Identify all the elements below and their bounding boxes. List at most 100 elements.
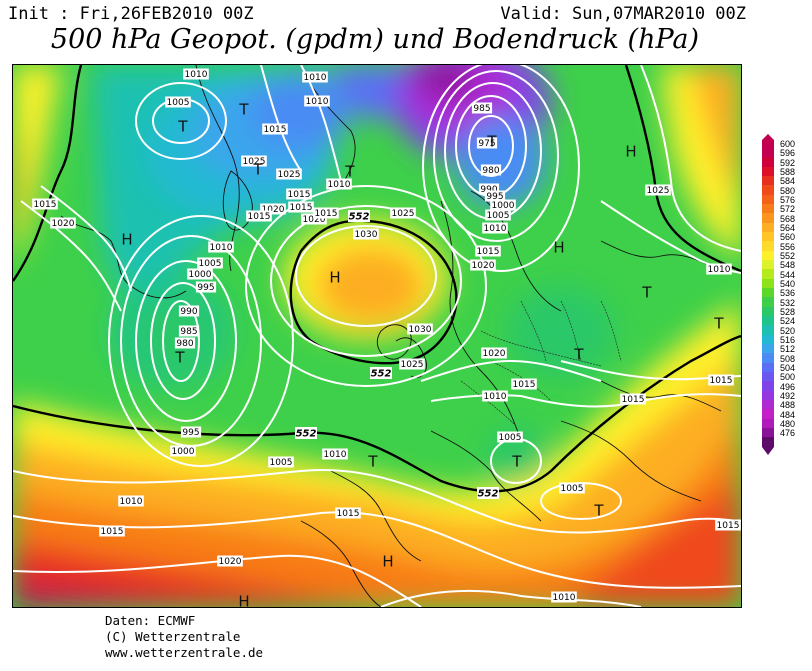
colorbar-cell (762, 185, 774, 195)
svg-text:1010: 1010 (304, 73, 327, 83)
colorbar-cell (762, 231, 774, 242)
colorbar-cell (762, 222, 774, 232)
isobar-label: 985 (178, 325, 200, 337)
svg-text:T: T (252, 160, 263, 178)
svg-text:1010: 1010 (120, 497, 143, 507)
isobar-label: 1025 (645, 184, 671, 196)
colorbar-cell (762, 278, 774, 288)
colorbar-label: 580 (780, 185, 796, 196)
pressure-center-marker: H (382, 552, 393, 570)
colorbar-cell (762, 203, 774, 214)
pressure-center-marker: T (573, 345, 584, 363)
svg-text:T: T (573, 345, 584, 363)
colorbar-labels: 600 596 592 588 584 580 576 572 568 564 560 556 552 5… (780, 139, 796, 439)
svg-text:1020: 1020 (303, 215, 326, 225)
geopotential-label: 552 (348, 210, 370, 223)
svg-text:1020: 1020 (52, 219, 75, 229)
colorbar (762, 134, 774, 455)
geopotential-label: 552 (370, 367, 392, 380)
isobar-label: 995 (180, 426, 202, 438)
colorbar-cell (762, 325, 774, 335)
credit-data-source: Daten: ECMWF (105, 613, 196, 628)
isobar-label: 1015 (708, 374, 734, 386)
colorbar-label: 560 (780, 232, 796, 243)
colorbar-cell (762, 334, 774, 344)
credit-copyright: (C) Wetterzentrale (105, 629, 241, 644)
isobar-label: 980 (480, 164, 502, 176)
colorbar-cell (762, 175, 774, 186)
isobar-label: 1015 (262, 123, 288, 135)
svg-text:1010: 1010 (553, 593, 576, 603)
isobar-label: 1015 (511, 378, 537, 390)
colorbar-label: 484 (780, 409, 796, 420)
svg-text:T: T (713, 314, 724, 332)
svg-text:995: 995 (182, 428, 199, 438)
isobar-label: 1010 (482, 222, 508, 234)
isobar-label: 1015 (32, 198, 58, 210)
colorbar-cell (762, 343, 774, 354)
svg-text:1015: 1015 (477, 247, 500, 257)
credits: Daten: ECMWF (C) Wetterzentrale www.wett… (105, 613, 263, 661)
isobar-label: 980 (174, 337, 196, 349)
colorbar-cell (762, 166, 774, 176)
svg-text:985: 985 (180, 327, 197, 337)
svg-text:1010: 1010 (708, 265, 731, 275)
svg-text:990: 990 (180, 307, 197, 317)
svg-text:995: 995 (486, 192, 503, 202)
pressure-center-marker: T (641, 283, 652, 301)
colorbar-label: 596 (780, 148, 796, 159)
colorbar-cell (762, 399, 774, 410)
pressure-centers: T T T T T H H H H T T T T T T T H H (121, 100, 724, 607)
svg-text:1010: 1010 (210, 243, 233, 253)
isobar-label: 1015 (286, 188, 312, 200)
svg-text:1025: 1025 (243, 157, 266, 167)
isobar-label: 1005 (497, 431, 523, 443)
colorbar-label: 536 (780, 288, 796, 299)
valid-time: Valid: Sun,07MAR2010 00Z (500, 4, 746, 24)
isobar-label: 1010 (302, 71, 328, 83)
svg-text:T: T (174, 348, 185, 366)
colorbar-label: 548 (780, 260, 796, 271)
isobar-label: 1010 (326, 178, 352, 190)
svg-text:1010: 1010 (484, 224, 507, 234)
geopotential-labels: 552 552 552 552 (295, 210, 499, 500)
colorbar-label: 480 (780, 418, 796, 429)
isobar-label: 1020 (260, 203, 286, 215)
svg-text:980: 980 (176, 339, 193, 349)
isobar-label: 1015 (246, 210, 272, 222)
init-time: Init : Fri,26FEB2010 00Z (8, 4, 254, 24)
svg-text:1005: 1005 (561, 484, 584, 494)
credit-website[interactable]: www.wetterzentrale.de (105, 645, 264, 660)
colorbar-cell (762, 297, 774, 307)
colorbar-cell (762, 362, 774, 372)
isobar-label: 1015 (335, 507, 361, 519)
isobar-label: 995 (195, 281, 217, 293)
svg-text:1005: 1005 (487, 211, 510, 221)
colorbar-bottom-arrow (762, 446, 774, 455)
colorbar-cell (762, 418, 774, 428)
svg-text:H: H (625, 142, 636, 160)
pressure-center-marker: T (511, 452, 522, 470)
svg-text:1000: 1000 (172, 447, 195, 457)
colorbar-label: 544 (780, 269, 796, 280)
isobar-label: 1010 (482, 390, 508, 402)
isobar-label: 1005 (559, 482, 585, 494)
colorbar-cell (762, 427, 774, 438)
svg-text:552: 552 (296, 429, 317, 440)
colorbar-label: 492 (780, 390, 796, 401)
colorbar-cell (762, 353, 774, 363)
svg-text:1015: 1015 (101, 527, 124, 537)
isobar-label: 1015 (715, 519, 741, 531)
isobar-label: 1020 (470, 259, 496, 271)
svg-text:1010: 1010 (306, 97, 329, 107)
svg-text:H: H (121, 230, 132, 248)
colorbar-cell (762, 269, 774, 279)
svg-text:1020: 1020 (483, 349, 506, 359)
isobar-label: 1005 (165, 96, 191, 108)
svg-text:T: T (486, 132, 497, 150)
colorbar-cell (762, 381, 774, 391)
colorbar-cell (762, 259, 774, 270)
svg-text:1025: 1025 (401, 360, 424, 370)
svg-text:1010: 1010 (324, 450, 347, 460)
svg-text:T: T (177, 117, 188, 135)
